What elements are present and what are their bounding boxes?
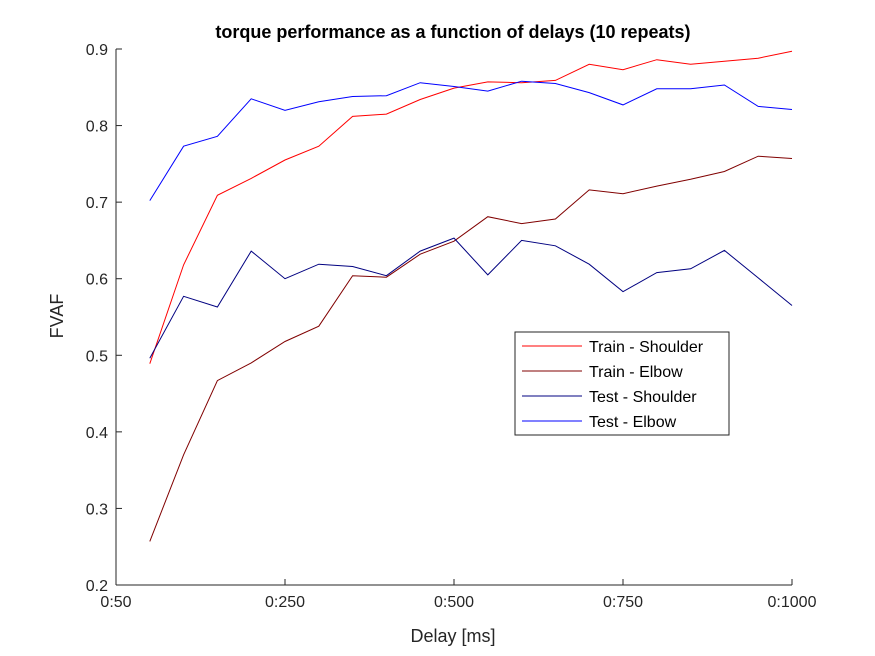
y-tick-label: 0.8 (86, 119, 108, 136)
series-line-train-elbow (149, 155, 793, 542)
y-axis-label: FVAF (47, 294, 67, 339)
x-axis-label: Delay [ms] (410, 626, 495, 646)
chart-title: torque performance as a function of dela… (215, 22, 690, 42)
ticks-layer: 0:50 0:250 0:500 0:750 0:1000 0.2 0.3 0.4 0.5 0.6… (86, 42, 817, 611)
y-tick-label: 0.9 (86, 42, 108, 59)
legend: Train - Shoulder Train - Elbow Test - Shou… (514, 331, 730, 436)
legend-label-test-elbow: Test - Elbow (589, 414, 677, 431)
plot-area (116, 49, 792, 585)
x-tick-label: 0:1000 (768, 594, 817, 611)
y-tick-label: 0.5 (86, 348, 108, 365)
legend-box (514, 331, 730, 436)
legend-label-test-shoulder: Test - Shoulder (589, 389, 697, 406)
x-tick-label: 0:250 (265, 594, 305, 611)
x-tick-label: 0:50 (100, 594, 131, 611)
legend-label-train-shoulder: Train - Shoulder (589, 339, 704, 356)
series-line-test-elbow (149, 80, 793, 201)
y-tick-label: 0.4 (86, 425, 108, 442)
y-tick-label: 0.2 (86, 578, 108, 595)
series-line-test-shoulder (149, 237, 793, 359)
series-layer (149, 50, 793, 542)
y-tick-label: 0.7 (86, 195, 108, 212)
y-tick-label: 0.3 (86, 501, 108, 518)
x-tick-label: 0:500 (434, 594, 474, 611)
y-tick-label: 0.6 (86, 272, 108, 289)
legend-label-train-elbow: Train - Elbow (589, 364, 683, 381)
x-tick-label: 0:750 (603, 594, 643, 611)
series-line-train-shoulder (149, 50, 793, 364)
